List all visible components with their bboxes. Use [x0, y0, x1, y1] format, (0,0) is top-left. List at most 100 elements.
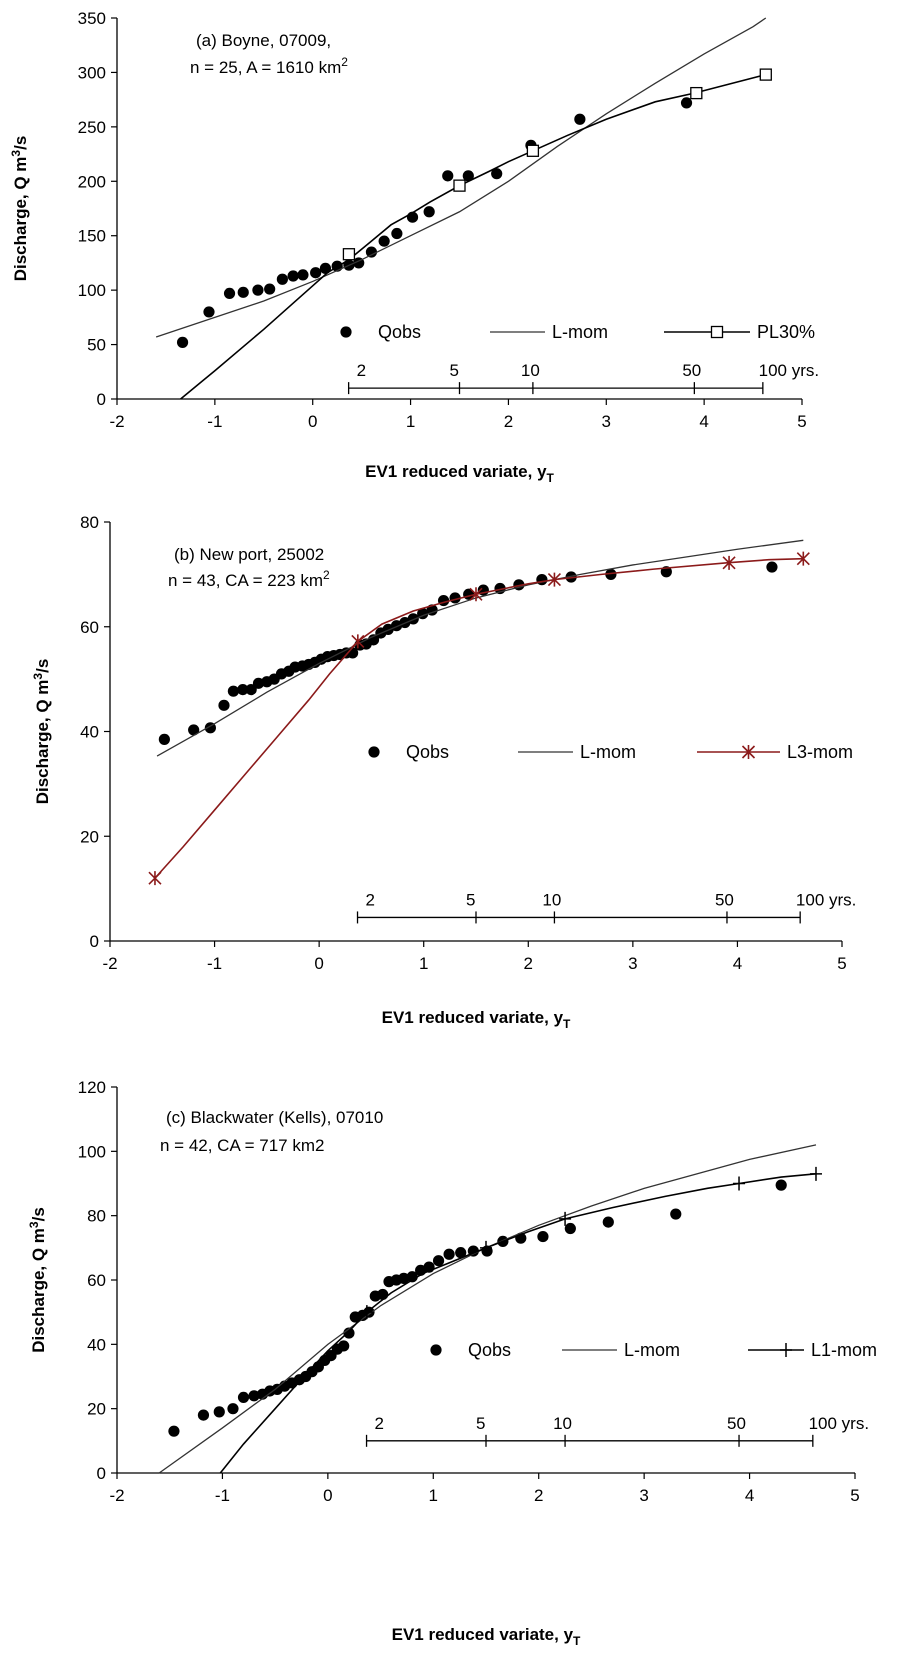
data-point: [574, 113, 586, 125]
y-tick-label: 300: [78, 63, 106, 82]
station-title: (a) Boyne, 07009,: [196, 31, 331, 50]
series-marker: [526, 144, 540, 157]
series-marker: [733, 1176, 746, 1191]
x-tick-label: 1: [419, 954, 428, 973]
y-tick-label: 250: [78, 118, 106, 137]
y-axis-title: Discharge, Q m3/s: [31, 659, 52, 805]
y-tick-label: 80: [87, 1207, 106, 1226]
data-point: [462, 170, 474, 182]
return-period-label: 100 yrs.: [796, 890, 856, 909]
series-pl30-: [180, 68, 772, 400]
x-tick-label: 5: [850, 1486, 859, 1505]
series-qobs: [176, 97, 693, 348]
data-point: [564, 1222, 576, 1235]
x-tick-label: 4: [745, 1486, 754, 1505]
x-axis-title: EV1 reduced variate, yT: [365, 462, 554, 485]
y-tick-label: 60: [80, 618, 99, 637]
y-tick-label: 20: [87, 1400, 106, 1419]
data-point: [365, 246, 378, 258]
return-period-label: 2: [366, 890, 375, 909]
y-tick-label: 0: [90, 932, 99, 951]
series-marker: [559, 1211, 572, 1226]
station-stats: n = 43, CA = 223 km2: [168, 568, 330, 590]
series-marker: [547, 572, 561, 587]
x-tick-label: -2: [102, 954, 117, 973]
legend-label: L-mom: [580, 742, 636, 762]
data-point: [423, 206, 435, 218]
legend-label: Qobs: [406, 742, 449, 762]
legend-label: L-mom: [552, 322, 608, 342]
legend-dot-marker: [368, 746, 380, 758]
return-period-label: 5: [450, 361, 459, 380]
return-period-label: 10: [542, 890, 561, 909]
x-tick-label: 4: [733, 954, 742, 973]
x-tick-label: 1: [406, 412, 415, 431]
data-point: [310, 267, 322, 279]
x-tick-label: -2: [109, 412, 124, 431]
series-line: [154, 557, 804, 879]
series-marker: [480, 1240, 492, 1255]
legend-label: L-mom: [624, 1340, 680, 1360]
series-marker: [809, 1166, 822, 1181]
data-point: [213, 1406, 225, 1418]
series-marker: [351, 634, 365, 649]
data-point: [227, 1403, 239, 1415]
return-period-label: 100 yrs.: [809, 1414, 869, 1433]
data-point: [378, 235, 390, 247]
legend-symbol-marker: [741, 745, 756, 759]
x-tick-label: 0: [323, 1486, 332, 1505]
legend-label: L1-mom: [811, 1340, 877, 1360]
data-point: [605, 568, 617, 580]
y-tick-label: 60: [87, 1271, 106, 1290]
y-axis-title: Discharge, Q m3/s: [27, 1207, 48, 1353]
data-point: [680, 97, 693, 109]
series-line: [155, 17, 767, 338]
data-point: [197, 1409, 210, 1421]
series-l-mom: [155, 17, 767, 338]
series-line: [180, 73, 766, 400]
chart-3: 0 20 40 60 80 100 120 -2 -1 0 1 2 3 4 5 EV1 reduced var…: [27, 1078, 877, 1648]
y-tick-label: 120: [78, 1078, 106, 1097]
data-point: [398, 1272, 410, 1284]
data-point: [455, 1247, 467, 1259]
series-l3-mom: [148, 551, 810, 886]
legend: Qobs L-mom L3-mom: [368, 742, 853, 762]
legend-label: L3-mom: [787, 742, 853, 762]
x-tick-label: 5: [797, 412, 806, 431]
series-marker: [796, 551, 810, 566]
y-tick-label: 0: [97, 1464, 106, 1483]
x-tick-label: -1: [215, 1486, 230, 1505]
data-point: [227, 685, 239, 697]
data-point: [203, 306, 215, 318]
legend-dot-marker: [430, 1344, 442, 1356]
x-tick-label: 2: [504, 412, 513, 431]
data-point: [382, 623, 394, 635]
series-marker: [148, 871, 162, 886]
data-point: [437, 594, 450, 607]
y-axis-title: Discharge, Q m3/s: [9, 136, 30, 282]
data-point: [432, 1255, 445, 1267]
legend-symbol-marker: [710, 325, 724, 339]
return-period-label: 10: [521, 361, 540, 380]
legend-label: Qobs: [468, 1340, 511, 1360]
x-tick-label: 5: [837, 954, 846, 973]
data-point: [775, 1179, 787, 1191]
data-point: [287, 270, 299, 282]
x-tick-label: 3: [628, 954, 637, 973]
data-point: [252, 284, 264, 296]
return-period-label: 5: [476, 1414, 485, 1433]
x-tick-label: 3: [602, 412, 611, 431]
x-tick-label: 2: [524, 954, 533, 973]
data-point: [766, 561, 778, 573]
x-tick-label: 0: [308, 412, 317, 431]
data-point: [276, 273, 288, 285]
station-title: (b) New port, 25002: [174, 545, 324, 564]
data-point: [158, 733, 170, 745]
y-tick-label: 20: [80, 827, 99, 846]
legend: Qobs L-mom PL30%: [340, 322, 815, 342]
data-point: [670, 1208, 682, 1220]
series-marker: [453, 179, 466, 192]
data-point: [443, 1248, 455, 1260]
